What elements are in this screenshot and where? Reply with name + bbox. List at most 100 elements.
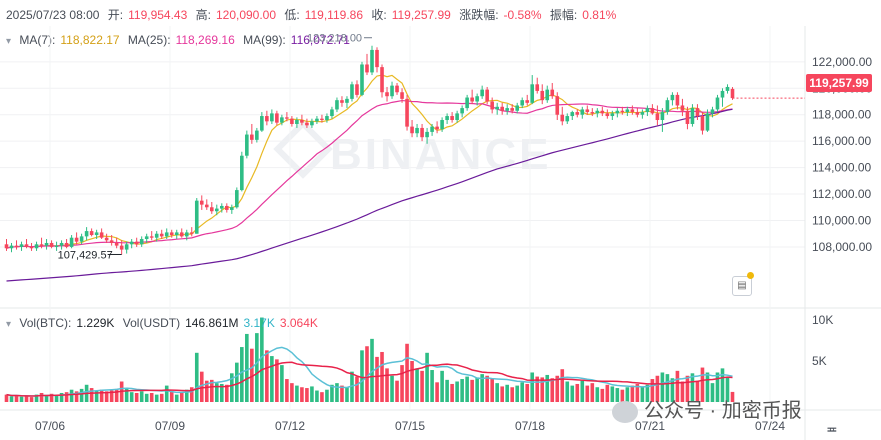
volume-bar (405, 343, 409, 402)
candle (300, 114, 304, 126)
footer-brand-text: 公众号 · 加密币报 (644, 400, 802, 422)
candle (14, 240, 19, 250)
low-label: 低: (284, 8, 300, 22)
candle-body (550, 89, 555, 97)
candle (440, 117, 444, 132)
candle (270, 109, 274, 124)
low-value: 119,119.86 (304, 8, 363, 22)
candle-body (605, 113, 610, 117)
candle-body (455, 113, 459, 121)
candle (720, 88, 725, 107)
candle (565, 113, 570, 124)
collapse-caret-icon[interactable]: ▾ (6, 36, 12, 47)
candle-body (179, 232, 184, 237)
candle (385, 86, 389, 102)
candle (560, 106, 565, 126)
volume-bar (14, 395, 19, 402)
volume-bar (29, 397, 34, 402)
candle-body (540, 90, 545, 101)
volume-bar (9, 396, 14, 402)
candle-body (400, 92, 404, 99)
orders-toggle-icon[interactable]: ▤ (732, 276, 752, 296)
candle-body (570, 112, 575, 117)
volume-bar (194, 352, 199, 402)
candle-body (154, 233, 159, 238)
candle-body (295, 120, 299, 124)
candle (590, 108, 595, 117)
volume-bar (495, 383, 499, 402)
candle (665, 97, 670, 115)
ma99-line (6, 108, 733, 282)
price-tick-label: 110,000.00 (812, 214, 871, 228)
volume-bar (445, 379, 449, 402)
moving-average-lines (6, 74, 733, 282)
candle-body (265, 116, 269, 122)
volume-bar (490, 378, 494, 402)
candle (645, 105, 650, 117)
candle-body (290, 118, 294, 124)
price-tick-label: 112,000.00 (812, 187, 871, 201)
candle (164, 228, 169, 240)
volume-bar (139, 391, 144, 402)
candle-body (530, 84, 535, 103)
change-value: -0.58% (503, 8, 542, 22)
price-tick-label: 114,000.00 (812, 161, 871, 175)
volume-bar (450, 383, 454, 402)
close-label: 收: (371, 8, 387, 22)
candle (550, 82, 555, 99)
volume-bar (164, 385, 169, 402)
candle-body (9, 245, 14, 249)
candle (39, 237, 44, 249)
candle (535, 77, 540, 94)
volume-bar (415, 368, 419, 402)
candle-body (655, 113, 660, 121)
volume-caret-icon[interactable]: ▾ (6, 319, 12, 330)
candle (79, 233, 84, 245)
candle-body (585, 109, 590, 113)
volume-bar (245, 333, 249, 402)
candle-body (380, 67, 384, 93)
axis-settings-icon[interactable]: ≖ (826, 421, 838, 437)
candle-body (505, 108, 509, 111)
volume-bar (605, 384, 610, 402)
extreme-markers: 123,218.00 107,429.57 (58, 33, 805, 261)
volume-bar (154, 394, 159, 402)
vol-ma1-value: 3.17K (243, 316, 275, 330)
candle-body (219, 205, 224, 209)
candle-body (555, 96, 560, 115)
vol-ma2-value: 3.064K (279, 316, 318, 330)
candle-body (690, 108, 695, 124)
candle-body (19, 244, 24, 247)
candle (260, 112, 264, 132)
candle-body (119, 245, 124, 250)
candle-body (415, 127, 419, 134)
volume-bar (705, 372, 710, 402)
candle-body (335, 100, 339, 110)
candle (295, 117, 299, 128)
candle-body (685, 110, 690, 124)
candle-body (34, 244, 39, 249)
candle-body (199, 200, 204, 205)
candle-body (189, 232, 194, 234)
volume-bar (525, 383, 530, 402)
candle (19, 241, 24, 251)
high-marker: 123,218.00 (307, 33, 362, 45)
candle-body (650, 108, 655, 114)
volume-bar (99, 389, 104, 402)
volume-bar (665, 374, 670, 402)
ma7-value: 118,822.17 (60, 33, 120, 47)
volume-ma-long-line (6, 361, 733, 397)
volume-bar (69, 389, 74, 402)
candle (400, 88, 404, 103)
candle (700, 112, 705, 135)
volume-bar (590, 383, 595, 402)
candle (184, 229, 189, 241)
candle-body (285, 117, 289, 119)
candle-body (214, 208, 219, 212)
volume-bar (425, 352, 429, 402)
volume-bar (720, 368, 725, 402)
low-marker: 107,429.57 (58, 249, 113, 261)
candle-body (610, 113, 615, 117)
binance-watermark: BINANCE (330, 130, 552, 179)
